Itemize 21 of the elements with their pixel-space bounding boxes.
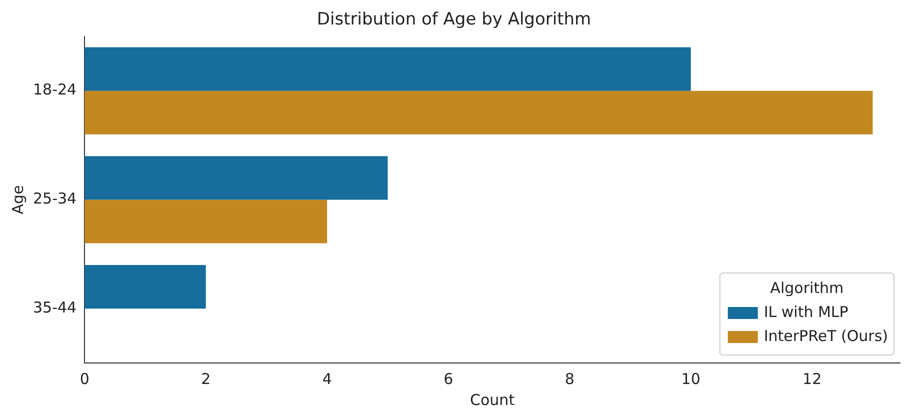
y-tick-label: 18-24 — [32, 80, 77, 99]
x-tick-label: 10 — [681, 370, 700, 388]
y-axis-title: Age — [8, 185, 27, 214]
x-tick-label: 6 — [444, 370, 454, 388]
bar — [84, 47, 691, 91]
x-axis-title: Count — [470, 390, 515, 409]
y-tick-label: 35-44 — [32, 298, 77, 316]
bar — [84, 265, 206, 309]
bar — [84, 90, 873, 134]
legend-label: IL with MLP — [764, 302, 848, 321]
chart-title: Distribution of Age by Algorithm — [316, 10, 592, 30]
x-tick-label: 12 — [802, 370, 822, 388]
bar — [84, 200, 328, 244]
x-tick-label: 8 — [564, 370, 574, 388]
legend-label: InterPReT (Ours) — [764, 326, 888, 345]
x-tick-label: 2 — [201, 370, 211, 388]
bar — [84, 156, 388, 200]
y-tick-label: 25-34 — [32, 190, 77, 208]
legend-title: Algorithm — [770, 278, 844, 297]
x-tick-label: 4 — [322, 370, 332, 388]
x-tick-label: 0 — [80, 370, 90, 388]
